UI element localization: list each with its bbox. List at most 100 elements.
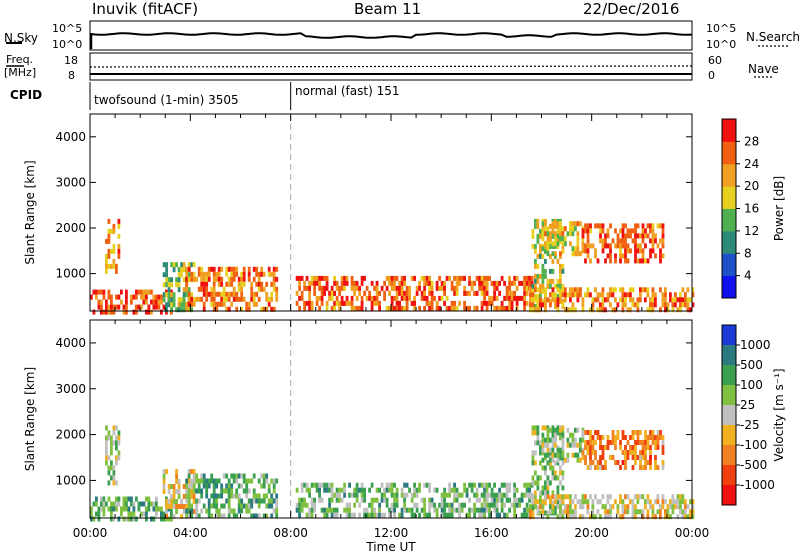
- power-echo-cell-0: [152, 299, 156, 305]
- velocity-echo-cell-2: [177, 479, 181, 484]
- velocity-echo-cell-4: [495, 492, 499, 498]
- power-echo-cell-5: [554, 253, 557, 259]
- velocity-echo-cell-4: [353, 492, 356, 498]
- velocity-echo-cell-7: [621, 435, 625, 440]
- velocity-echo-cell-4: [440, 507, 444, 513]
- velocity-echo-cell-3: [242, 478, 246, 484]
- power-echo-cell-0: [97, 304, 101, 310]
- velocity-echo-cell-8: [616, 504, 620, 510]
- power-echo-cell-6: [571, 231, 575, 237]
- power-echo-cell-5: [541, 288, 545, 294]
- power-echo-cell-3: [212, 281, 216, 287]
- velocity-echo-cell-7: [656, 440, 660, 445]
- velocity-echo-cell-8: [566, 514, 570, 520]
- power-echo-cell-7: [644, 228, 647, 234]
- velocity-echo-cell-5: [539, 495, 542, 501]
- power-echo-cell-8: [564, 287, 567, 293]
- velocity-echo-cell-4: [433, 507, 436, 513]
- velocity-echo-cell-2: [175, 479, 178, 484]
- velocity-echo-cell-8: [569, 494, 572, 500]
- velocity-echo-cell-6: [574, 442, 577, 448]
- velocity-echo-cell-0: [120, 511, 123, 517]
- velocity-echo-cell-7: [631, 445, 635, 450]
- velocity-echo-cell-4: [308, 512, 311, 518]
- freq-unit: [MHz]: [4, 66, 37, 79]
- velocity-echo-cell-8: [591, 504, 595, 510]
- velocity-echo-cell-5: [544, 480, 547, 486]
- power-echo-cell-0: [100, 289, 103, 295]
- velocity-echo-cell-4: [503, 512, 506, 518]
- velocity-echo-cell-2: [162, 489, 166, 494]
- power-echo-cell-7: [634, 223, 637, 229]
- velocity-echo-cell-7: [656, 445, 660, 450]
- power-echo-cell-4: [480, 290, 484, 296]
- velocity-echo-cell-4: [415, 487, 419, 493]
- velocity-echo-cell-4: [365, 512, 369, 518]
- power-echo-cell-7: [606, 228, 610, 234]
- velocity-echo-cell-8: [684, 499, 687, 505]
- power-echo-cell-8: [569, 287, 572, 293]
- power-echo-cell-8: [576, 292, 580, 298]
- velocity-echo-cell-4: [305, 512, 309, 518]
- velocity-colorbar-tick-label: -25: [740, 418, 760, 432]
- power-echo-cell-4: [400, 290, 404, 296]
- power-echo-cell-7: [599, 228, 602, 234]
- power-y-tick-label: 2000: [55, 221, 86, 235]
- power-echo-cell-8: [561, 287, 565, 293]
- velocity-echo-cell-3: [200, 493, 204, 499]
- power-echo-cell-5: [554, 298, 557, 304]
- power-echo-cell-4: [523, 285, 526, 291]
- power-echo-cell-2: [177, 267, 181, 273]
- velocity-echo-cell-8: [691, 509, 695, 515]
- velocity-echo-cell-8: [571, 499, 575, 505]
- velocity-echo-cell-4: [330, 482, 334, 488]
- velocity-echo-cell-8: [664, 509, 667, 515]
- power-echo-cell-4: [510, 280, 514, 286]
- power-echo-cell-2: [165, 277, 168, 283]
- velocity-echo-cell-4: [328, 497, 331, 503]
- velocity-echo-cell-4: [505, 492, 509, 498]
- power-echo-cell-0: [117, 304, 121, 310]
- nave-tick-high: 60: [708, 54, 722, 67]
- velocity-echo-cell-4: [343, 492, 346, 498]
- velocity-echo-cell-3: [270, 513, 274, 519]
- velocity-echo-cell-7: [661, 460, 665, 465]
- power-echo-cell-3: [225, 296, 229, 302]
- power-echo-cell-6: [541, 221, 545, 227]
- velocity-colorbar-tick-label: -500: [740, 458, 767, 472]
- power-echo-cell-4: [320, 295, 324, 301]
- power-echo-cell-7: [641, 248, 645, 254]
- power-echo-cell-4: [303, 300, 306, 306]
- velocity-echo-cell-5: [554, 470, 557, 476]
- power-echo-cell-8: [544, 307, 547, 313]
- velocity-echo-cell-8: [546, 514, 550, 520]
- power-echo-cell-7: [649, 228, 652, 234]
- power-echo-cell-5: [536, 253, 540, 259]
- power-echo-cell-4: [330, 305, 334, 311]
- velocity-echo-cell-4: [370, 482, 374, 488]
- velocity-echo-cell-4: [378, 502, 381, 508]
- velocity-echo-cell-3: [197, 488, 201, 494]
- velocity-echo-cell-0: [110, 511, 113, 517]
- velocity-echo-cell-5: [559, 470, 562, 476]
- velocity-echo-cell-5: [559, 455, 562, 461]
- velocity-echo-cell-8: [639, 509, 642, 515]
- velocity-echo-cell-7: [641, 445, 645, 450]
- velocity-echo-cell-7: [619, 440, 622, 445]
- power-echo-cell-3: [210, 291, 214, 297]
- velocity-echo-cell-0: [90, 516, 93, 522]
- velocity-echo-cell-5: [546, 510, 550, 516]
- velocity-echo-cell-7: [584, 430, 587, 435]
- velocity-y-tick-label: 1000: [55, 473, 86, 487]
- power-echo-cell-4: [393, 285, 396, 291]
- velocity-echo-cell-0: [152, 501, 156, 507]
- velocity-echo-cell-0: [132, 501, 136, 507]
- power-echo-cell-5: [534, 283, 537, 289]
- power-echo-cell-8: [601, 292, 605, 298]
- power-echo-cell-3: [230, 271, 234, 277]
- velocity-echo-cell-4: [355, 492, 359, 498]
- power-echo-cell-7: [661, 243, 665, 249]
- power-echo-cell-3: [185, 276, 189, 282]
- velocity-echo-cell-7: [654, 465, 657, 470]
- velocity-echo-cell-3: [200, 478, 204, 484]
